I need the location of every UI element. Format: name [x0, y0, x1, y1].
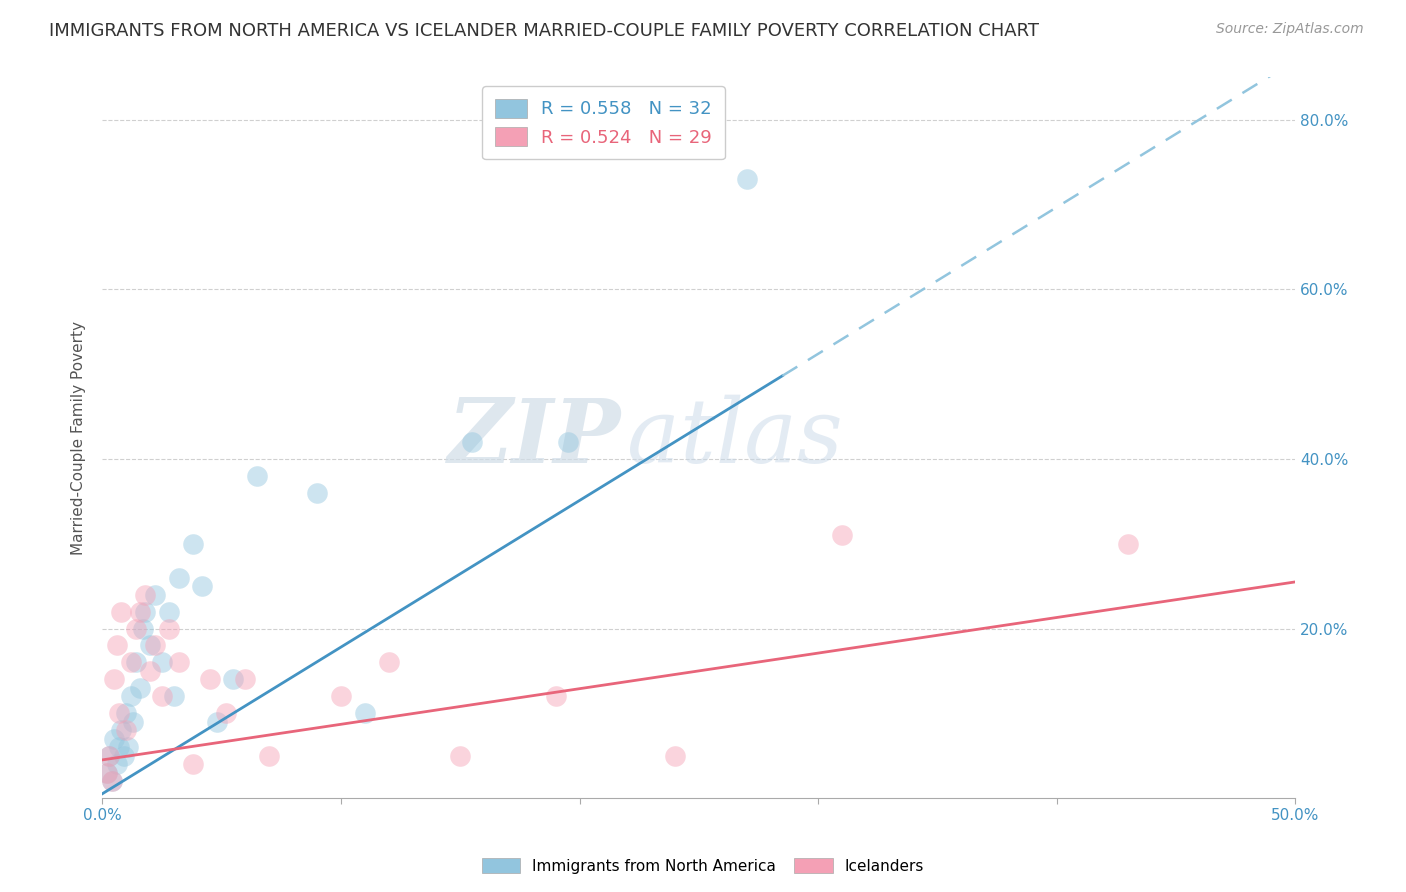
Legend: R = 0.558   N = 32, R = 0.524   N = 29: R = 0.558 N = 32, R = 0.524 N = 29	[482, 87, 725, 160]
Point	[96, 765, 118, 780]
Point	[181, 757, 204, 772]
Point	[181, 537, 204, 551]
Point	[198, 673, 221, 687]
Point	[353, 706, 375, 721]
Point	[134, 605, 156, 619]
Text: atlas: atlas	[627, 394, 844, 481]
Point	[98, 748, 121, 763]
Point	[112, 748, 135, 763]
Point	[120, 690, 142, 704]
Point	[139, 664, 162, 678]
Point	[205, 714, 228, 729]
Point	[157, 622, 180, 636]
Point	[103, 673, 125, 687]
Point	[222, 673, 245, 687]
Point	[163, 690, 186, 704]
Point	[143, 639, 166, 653]
Point	[134, 588, 156, 602]
Point	[544, 690, 567, 704]
Point	[100, 774, 122, 789]
Point	[461, 435, 484, 450]
Point	[120, 656, 142, 670]
Point	[735, 172, 758, 186]
Point	[105, 757, 128, 772]
Point	[100, 774, 122, 789]
Legend: Immigrants from North America, Icelanders: Immigrants from North America, Icelander…	[475, 852, 931, 880]
Point	[124, 656, 146, 670]
Point	[150, 690, 173, 704]
Point	[122, 714, 145, 729]
Point	[96, 765, 118, 780]
Point	[191, 579, 214, 593]
Point	[167, 656, 190, 670]
Text: IMMIGRANTS FROM NORTH AMERICA VS ICELANDER MARRIED-COUPLE FAMILY POVERTY CORRELA: IMMIGRANTS FROM NORTH AMERICA VS ICELAND…	[49, 22, 1039, 40]
Point	[557, 435, 579, 450]
Point	[103, 731, 125, 746]
Point	[235, 673, 257, 687]
Point	[110, 605, 132, 619]
Point	[108, 740, 131, 755]
Point	[329, 690, 352, 704]
Point	[1118, 537, 1140, 551]
Point	[115, 706, 138, 721]
Point	[831, 528, 853, 542]
Point	[664, 748, 686, 763]
Y-axis label: Married-Couple Family Poverty: Married-Couple Family Poverty	[72, 321, 86, 555]
Point	[129, 681, 152, 695]
Point	[117, 740, 139, 755]
Point	[143, 588, 166, 602]
Point	[259, 748, 281, 763]
Point	[105, 639, 128, 653]
Point	[246, 469, 269, 483]
Point	[132, 622, 155, 636]
Point	[449, 748, 471, 763]
Point	[167, 571, 190, 585]
Point	[377, 656, 399, 670]
Point	[150, 656, 173, 670]
Point	[124, 622, 146, 636]
Point	[98, 748, 121, 763]
Point	[108, 706, 131, 721]
Text: ZIP: ZIP	[449, 394, 621, 481]
Point	[157, 605, 180, 619]
Point	[115, 723, 138, 738]
Point	[139, 639, 162, 653]
Point	[110, 723, 132, 738]
Text: Source: ZipAtlas.com: Source: ZipAtlas.com	[1216, 22, 1364, 37]
Point	[215, 706, 238, 721]
Point	[129, 605, 152, 619]
Point	[305, 486, 328, 500]
